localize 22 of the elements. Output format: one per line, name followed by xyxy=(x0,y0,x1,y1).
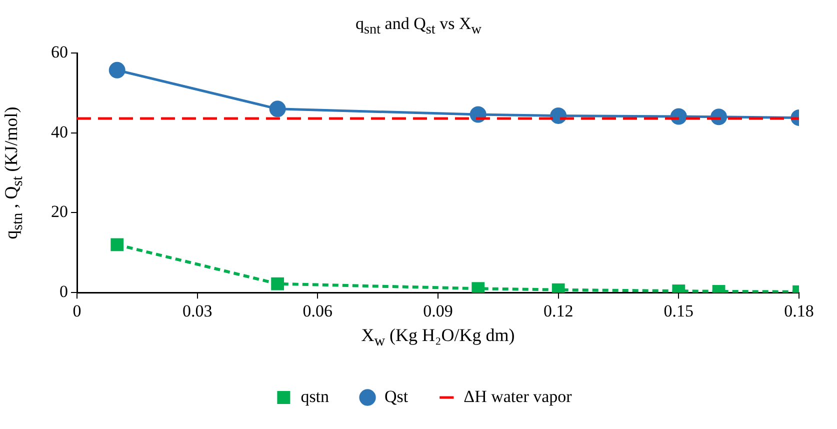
x-axis-title: X$_{w}$ (Kg H₂O/Kg dm) xyxy=(360,325,516,351)
point xyxy=(552,283,565,293)
point xyxy=(550,107,567,124)
x-tick-label: 0.18 xyxy=(784,301,814,320)
y-tick-label: 20 xyxy=(51,202,68,222)
legend-label: qstn xyxy=(300,386,330,406)
chart-title: q$_{snt}$ and Q$_{st}$ vs X$_{w}$ xyxy=(354,14,482,38)
x-tick-label: 0.06 xyxy=(302,301,333,320)
legend-label: Qst xyxy=(384,386,408,406)
point xyxy=(472,282,485,293)
x-tick-label: 0.03 xyxy=(182,301,212,320)
x-tick-label: 0.15 xyxy=(664,301,694,320)
x-tick-label: 0.12 xyxy=(543,301,574,320)
point xyxy=(269,100,286,118)
y-tick-label: 60 xyxy=(51,42,68,62)
y-tick-label: 40 xyxy=(51,122,68,142)
legend-label: ΔH water vapor xyxy=(464,386,572,406)
y-tick-label: 0 xyxy=(60,282,68,302)
x-tick-label: 0.09 xyxy=(423,301,453,320)
point xyxy=(110,238,124,252)
point xyxy=(108,62,126,78)
x-tick-label: 0 xyxy=(72,301,82,320)
